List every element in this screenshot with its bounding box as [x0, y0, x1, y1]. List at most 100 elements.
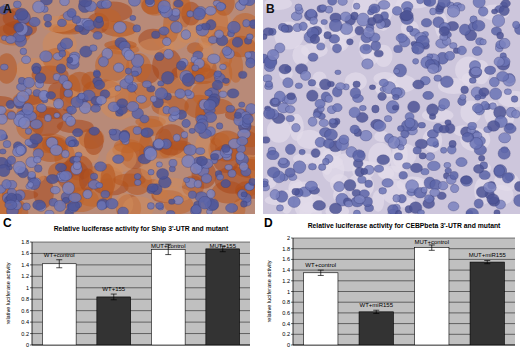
- nucleus: [201, 23, 210, 30]
- nucleus: [485, 66, 496, 74]
- nucleus: [322, 158, 329, 165]
- nucleus: [0, 164, 10, 176]
- nucleus: [513, 21, 520, 28]
- bar: [304, 273, 338, 345]
- tissue-background: [263, 0, 520, 214]
- nucleus: [238, 190, 247, 200]
- grid-line: [293, 248, 515, 249]
- error-bar: [56, 260, 62, 268]
- nucleus: [499, 133, 511, 143]
- nucleus: [445, 120, 451, 125]
- nucleus: [59, 171, 72, 181]
- nucleus: [204, 100, 216, 111]
- nucleus: [417, 210, 424, 214]
- nucleus: [237, 137, 248, 146]
- nucleus: [308, 53, 318, 61]
- nucleus: [494, 57, 504, 66]
- error-cap: [484, 263, 490, 264]
- nucleus: [220, 64, 227, 70]
- tick-label: 1.4: [282, 267, 290, 273]
- category-label: WT+control: [44, 252, 75, 258]
- nucleus: [324, 129, 337, 140]
- nucleus: [5, 200, 17, 210]
- nucleus: [369, 4, 380, 13]
- nucleus: [93, 71, 100, 77]
- bar: [151, 249, 185, 345]
- nucleus: [265, 81, 272, 87]
- nucleus: [20, 48, 27, 55]
- nucleus: [374, 165, 384, 172]
- nucleus: [226, 203, 238, 212]
- nucleus: [374, 50, 383, 57]
- nucleus: [407, 26, 414, 32]
- marks: [304, 245, 505, 345]
- tick-label: 0.2: [282, 331, 290, 337]
- nucleus: [319, 79, 330, 90]
- nucleus: [428, 64, 439, 74]
- nucleus: [438, 181, 448, 190]
- error-cap: [373, 313, 379, 314]
- nucleus: [22, 56, 31, 64]
- nucleus: [267, 150, 279, 159]
- nucleus: [419, 153, 426, 159]
- nucleus: [263, 181, 268, 187]
- nucleus: [494, 210, 500, 214]
- micrograph: [0, 0, 255, 214]
- nucleus: [413, 58, 419, 64]
- category-label: MUT+155: [209, 243, 236, 249]
- nucleus: [276, 205, 283, 211]
- nucleus: [379, 188, 387, 195]
- nucleus: [278, 159, 290, 168]
- nucleus: [215, 30, 224, 38]
- nucleus: [162, 37, 171, 45]
- error-bar: [373, 310, 379, 313]
- nucleus: [73, 156, 80, 162]
- nucleus: [30, 134, 43, 144]
- nucleus: [478, 155, 484, 161]
- nucleus: [329, 119, 335, 124]
- nucleus: [468, 122, 477, 129]
- tick-label: 0.8: [21, 296, 29, 302]
- nucleus: [319, 5, 326, 11]
- stain-patch: [177, 31, 197, 44]
- nucleus: [64, 89, 73, 97]
- nucleus: [214, 71, 221, 77]
- nucleus: [166, 211, 175, 214]
- plot-area: [293, 238, 515, 345]
- nucleus: [211, 154, 219, 160]
- nucleus: [295, 4, 302, 11]
- nucleus: [194, 180, 202, 188]
- nucleus: [113, 22, 126, 34]
- nucleus: [501, 0, 510, 7]
- nucleus: [408, 101, 420, 113]
- nucleus: [480, 39, 487, 45]
- nucleus: [489, 103, 496, 110]
- nucleus: [363, 27, 374, 38]
- panel-label: A: [3, 2, 12, 16]
- tick-label: 0.8: [282, 299, 290, 305]
- nucleus: [469, 78, 476, 84]
- nucleus: [169, 199, 176, 204]
- nucleus: [6, 36, 16, 44]
- chart: Relative luciferase activity for Ship 3'…: [5, 225, 250, 348]
- nucleus: [96, 96, 106, 105]
- stain-patch: [0, 193, 23, 214]
- nucleus: [196, 25, 202, 31]
- cytoplasm: [292, 45, 309, 66]
- nucleus: [169, 159, 177, 167]
- nucleus: [222, 144, 230, 152]
- nucleus: [421, 187, 427, 193]
- nucleus: [50, 186, 60, 194]
- nucleus: [310, 35, 320, 44]
- nucleus: [0, 64, 8, 70]
- nucleus: [345, 201, 353, 207]
- nucleus: [410, 163, 422, 172]
- nucleus: [440, 147, 446, 153]
- nucleus: [141, 128, 154, 138]
- nucleus: [426, 153, 435, 161]
- nucleus: [373, 121, 386, 132]
- nucleus: [201, 174, 211, 183]
- nucleus: [401, 11, 414, 21]
- nucleus: [117, 99, 128, 108]
- nucleus: [228, 21, 241, 33]
